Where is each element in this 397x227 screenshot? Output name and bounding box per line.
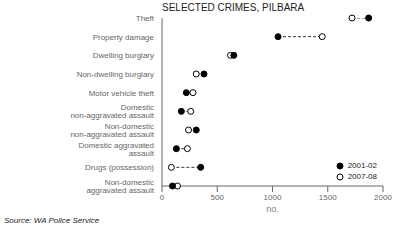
svg-text:500: 500 [211,193,225,202]
svg-text:Domesticnon-aggravated assault: Domesticnon-aggravated assault [70,103,154,120]
html-text:Source: WA Police Service: Source: WA Police Service [4,216,100,225]
svg-text:Dwelling burglary: Dwelling burglary [93,51,154,60]
html-text:2001-02: 2001-02 [347,161,377,170]
svg-text:Drugs (possession): Drugs (possession) [85,163,154,172]
svg-text:0: 0 [160,193,165,202]
html-text:SELECTED CRIMES, PILBARA: SELECTED CRIMES, PILBARA [162,2,305,13]
svg-text:Non-domesticnon-aggravated ass: Non-domesticnon-aggravated assault [70,122,154,139]
svg-text:2000: 2000 [374,193,389,202]
svg-text:Non-dwelling burglary: Non-dwelling burglary [77,70,154,79]
svg-text:Property damage: Property damage [93,33,155,42]
svg-text:Motor vehicle theft: Motor vehicle theft [89,89,155,98]
svg-text:Theft: Theft [136,14,155,23]
svg-text:1000: 1000 [264,193,282,202]
svg-text:Non-domesticaggravated assault: Non-domesticaggravated assault [86,178,154,195]
svg-text:1500: 1500 [319,193,337,202]
html-text:2007-08: 2007-08 [347,172,377,181]
svg-text:Domestic aggravatedassault: Domestic aggravatedassault [78,141,154,158]
svg-text:no.: no. [266,204,279,214]
